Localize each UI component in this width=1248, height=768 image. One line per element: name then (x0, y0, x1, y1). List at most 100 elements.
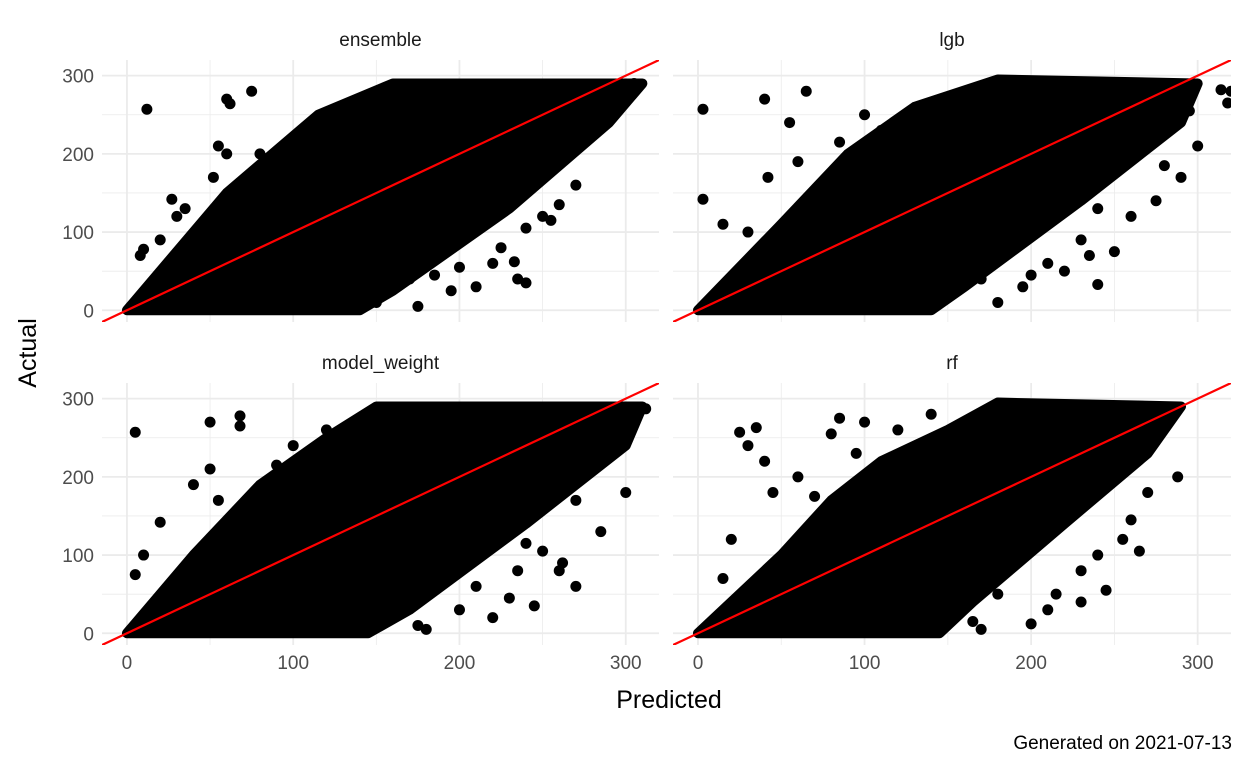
data-point (204, 463, 216, 475)
data-point (1092, 203, 1104, 215)
data-point (1125, 514, 1137, 526)
data-point (528, 600, 540, 612)
points-cloud (121, 401, 648, 639)
data-point (1042, 257, 1054, 269)
x-tick-label: 200 (1015, 653, 1047, 674)
data-point (1225, 85, 1231, 97)
data-point (129, 569, 141, 581)
data-point (1108, 246, 1120, 258)
data-point (570, 179, 582, 191)
point-cloud-area (121, 401, 648, 639)
data-point (224, 98, 236, 110)
data-point (412, 300, 424, 312)
data-point (792, 471, 804, 483)
data-point (1142, 486, 1154, 498)
data-point (234, 410, 246, 422)
y-tick-label: 200 (62, 468, 94, 489)
reference-line (673, 383, 1231, 645)
data-point (1017, 281, 1029, 293)
data-point (570, 580, 582, 592)
panel-title-model-weight: model_weight (322, 353, 440, 374)
data-point (470, 580, 482, 592)
data-point (620, 486, 632, 498)
panel-lgb: lgb (673, 30, 1231, 322)
data-point (742, 226, 754, 238)
data-point (809, 490, 821, 502)
data-point (503, 592, 515, 604)
data-point (412, 619, 424, 631)
y-tick-label: 0 (83, 301, 94, 322)
data-point (512, 565, 524, 577)
data-point (1042, 604, 1054, 616)
panel-model-weight: model_weight (102, 353, 659, 645)
data-point (1092, 278, 1104, 290)
data-point (992, 296, 1004, 308)
data-point (138, 243, 150, 255)
data-point (154, 234, 166, 246)
panel-ensemble: ensemble (102, 30, 659, 322)
data-point (520, 277, 532, 289)
data-point (487, 612, 499, 624)
data-point (370, 296, 382, 308)
data-point (1092, 549, 1104, 561)
data-point (1083, 250, 1095, 262)
data-point (717, 573, 729, 585)
data-point (967, 616, 979, 628)
data-point (495, 242, 507, 254)
data-point (533, 163, 545, 175)
data-point (553, 199, 565, 211)
data-point (942, 289, 954, 301)
data-point (204, 416, 216, 428)
points-scatter (129, 403, 652, 635)
data-point (545, 214, 557, 226)
axis-tick-labels: 0 100 200 300 0 100 200 300 0 100 200 300 0 100 200 300 (62, 67, 1213, 674)
data-point (1100, 584, 1112, 596)
data-point (1025, 269, 1037, 281)
y-axis-title: Actual (14, 318, 42, 387)
data-point (817, 187, 829, 199)
data-point (234, 420, 246, 432)
data-point (1150, 195, 1162, 207)
data-point (129, 426, 141, 438)
data-point (640, 403, 652, 415)
data-point (595, 526, 607, 538)
data-point (171, 210, 183, 222)
data-point (892, 424, 904, 436)
panel-title-lgb: lgb (939, 30, 964, 51)
y-tick-label: 200 (62, 145, 94, 166)
data-point (750, 422, 762, 434)
data-point (784, 117, 796, 129)
reference-line (673, 60, 1231, 322)
points-cloud (121, 78, 648, 316)
data-point (320, 424, 332, 436)
data-point (1172, 471, 1184, 483)
data-point (717, 218, 729, 230)
points-scatter (717, 404, 1184, 635)
reference-line (102, 383, 659, 645)
data-point (586, 424, 598, 436)
data-point (508, 256, 520, 268)
data-point (1125, 416, 1137, 428)
data-point (1125, 210, 1137, 222)
data-point (834, 136, 846, 148)
data-point (1117, 533, 1129, 545)
identity-line (673, 383, 1231, 645)
data-point (925, 300, 937, 312)
data-point (759, 455, 771, 467)
data-point (287, 132, 299, 144)
data-point (212, 140, 224, 152)
panel-rf: rf (673, 353, 1231, 645)
y-tick-label: 0 (83, 624, 94, 645)
identity-line (102, 383, 659, 645)
point-cloud-area (121, 78, 648, 316)
data-point (207, 171, 219, 183)
data-point (520, 222, 532, 234)
data-point (1133, 545, 1145, 557)
data-point (287, 440, 299, 452)
data-point (354, 93, 366, 105)
y-tick-label: 300 (62, 67, 94, 88)
data-point (725, 533, 737, 545)
data-point (762, 171, 774, 183)
identity-line (673, 60, 1231, 322)
data-point (697, 193, 709, 205)
